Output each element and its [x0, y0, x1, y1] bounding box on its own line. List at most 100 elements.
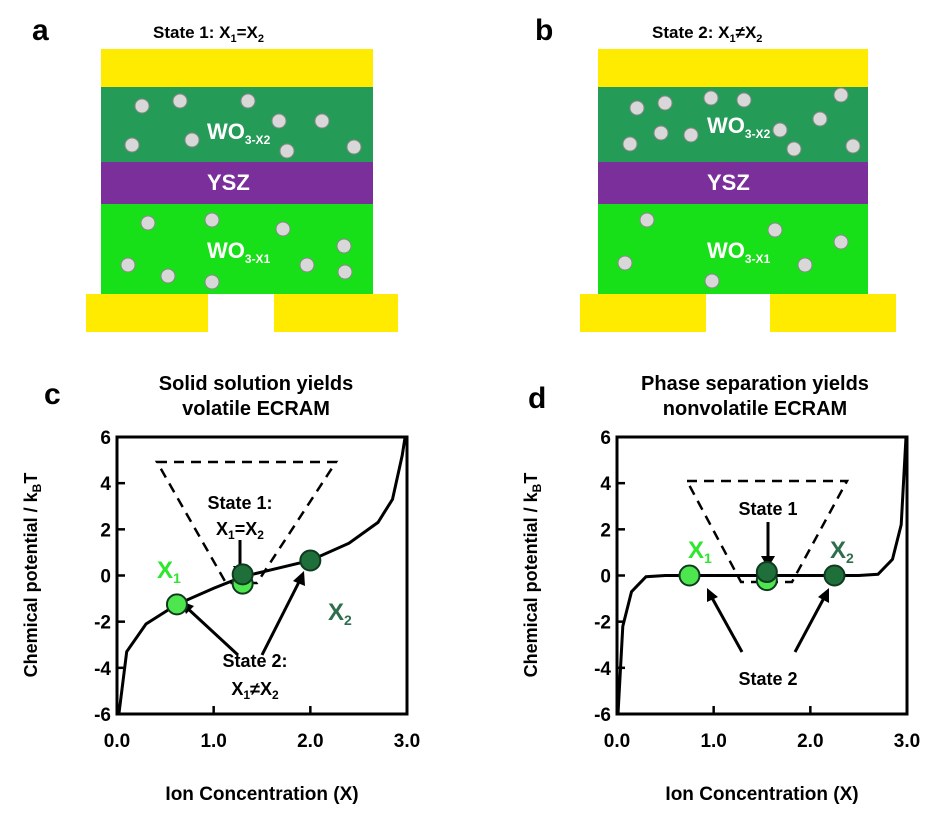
panel-d-title-line2: nonvolatile ECRAM [663, 398, 847, 420]
state1-condition-c: X1=X2 [216, 519, 264, 542]
ion [346, 139, 362, 155]
y-tick-label: 6 [600, 428, 611, 449]
ions-top-b [622, 87, 861, 157]
panel-d-title-line1: Phase separation yields [641, 373, 869, 395]
state2-label-c: State 2: [222, 651, 287, 671]
ion [120, 257, 136, 273]
chemical-potential-curve-c [117, 436, 407, 715]
y-tick-label: -6 [594, 705, 611, 726]
ions-top-a [124, 93, 362, 159]
state-point [823, 564, 846, 587]
state1-label-c: State 1: [207, 493, 272, 513]
ion [617, 255, 633, 271]
ion [772, 122, 788, 138]
ion [299, 257, 315, 273]
ions-bottom-b [617, 212, 849, 289]
state2-arrow-right-c [260, 579, 302, 656]
state2-condition-c: X1≠X2 [231, 679, 279, 702]
electrolyte-label: YSZ [207, 170, 250, 195]
y-tick-label: 6 [100, 428, 111, 449]
state1-dashed-box-d [684, 479, 850, 584]
ion [703, 90, 719, 106]
bottom-oxide-label: WO3-X1 [707, 238, 771, 266]
ion [271, 113, 287, 129]
y-tick-label: 4 [600, 474, 611, 495]
ion [683, 127, 699, 143]
panel-c-title-line1: Solid solution yields [159, 373, 353, 395]
ion [629, 100, 645, 116]
x-tick-label: 1.0 [200, 731, 226, 752]
panel-b: b State 2: X1≠X2 WO3-X2 YSZ WO3-X1 [535, 14, 896, 332]
state2-arrowhead-left-d [707, 588, 718, 602]
bottom-right-electrode [274, 294, 398, 332]
ion [279, 143, 295, 159]
x-tick-label: 2.0 [297, 731, 323, 752]
state2-arrow-left-d [709, 595, 744, 653]
x-tick-label: 3.0 [394, 731, 420, 752]
ion [657, 95, 673, 111]
ion [204, 274, 220, 290]
x1-label-c: X1 [157, 557, 181, 586]
y-axis-label-c: Chemical potential / kBT [21, 473, 44, 678]
electrolyte-label: YSZ [707, 170, 750, 195]
points-d [678, 561, 846, 592]
electrolyte-layer [101, 162, 373, 204]
x-tick-label: 1.0 [700, 731, 726, 752]
ion [240, 93, 256, 109]
ion [337, 264, 353, 280]
points-c [165, 549, 322, 616]
ion [622, 136, 638, 152]
x1-label-d: X1 [688, 537, 712, 566]
ion [845, 138, 861, 154]
y-tick-label: -4 [94, 659, 111, 680]
bottom-left-electrode [86, 294, 208, 332]
y-tick-label: 0 [100, 567, 111, 588]
state-point [231, 563, 254, 586]
panel-letter-b: b [535, 14, 553, 47]
x-tick-label: 2.0 [797, 731, 823, 752]
y-axis-label-d: Chemical potential / kBT [521, 473, 544, 678]
ion [812, 111, 828, 127]
x-axis-label-c: Ion Concentration (X) [165, 784, 358, 805]
state2-label-d: State 2 [738, 669, 797, 689]
ion [833, 234, 849, 250]
ion [736, 92, 752, 108]
ion [140, 215, 156, 231]
ion [797, 257, 813, 273]
electrolyte-layer [598, 162, 868, 204]
ion [160, 268, 176, 284]
panel-c-title-line2: volatile ECRAM [182, 398, 330, 420]
ions-bottom-a [120, 212, 353, 290]
top-electrode [598, 49, 868, 87]
ion [653, 125, 669, 141]
x2-label-d: X2 [830, 537, 854, 566]
y-tick-label: -6 [94, 705, 111, 726]
ion [704, 273, 720, 289]
panel-a: a State 1: X1=X2 WO3-X2 YSZ WO3-X1 [32, 14, 398, 332]
panel-c: c Solid solution yields volatile ECRAM 0… [21, 373, 420, 805]
state2-arrow-left-c [183, 604, 240, 657]
top-electrode [101, 49, 373, 87]
ion [172, 93, 188, 109]
state1-dashed-box-c [154, 460, 339, 585]
bottom-oxide-label: WO3-X1 [207, 238, 271, 266]
panel-d: d Phase separation yields nonvolatile EC… [521, 373, 920, 805]
axes-d: 0.0 1.0 2.0 3.0 6 4 2 0 -2 -4 -6 [594, 428, 920, 752]
x2-label-c: X2 [328, 599, 352, 628]
state2-arrowhead-right-c [293, 571, 305, 586]
x-tick-label: 0.0 [104, 731, 130, 752]
x-axis-label-d: Ion Concentration (X) [665, 784, 858, 805]
panel-b-title: State 2: X1≠X2 [652, 23, 762, 45]
state2-arrowhead-right-d [818, 588, 829, 603]
ion [786, 141, 802, 157]
ion [336, 238, 352, 254]
panel-a-title: State 1: X1=X2 [153, 23, 264, 45]
ion [833, 87, 849, 103]
ion [639, 212, 655, 228]
panel-letter-a: a [32, 14, 49, 47]
bottom-left-electrode [580, 294, 706, 332]
ion [124, 137, 140, 153]
ion [275, 221, 291, 237]
top-oxide-label: WO3-X2 [707, 113, 771, 141]
